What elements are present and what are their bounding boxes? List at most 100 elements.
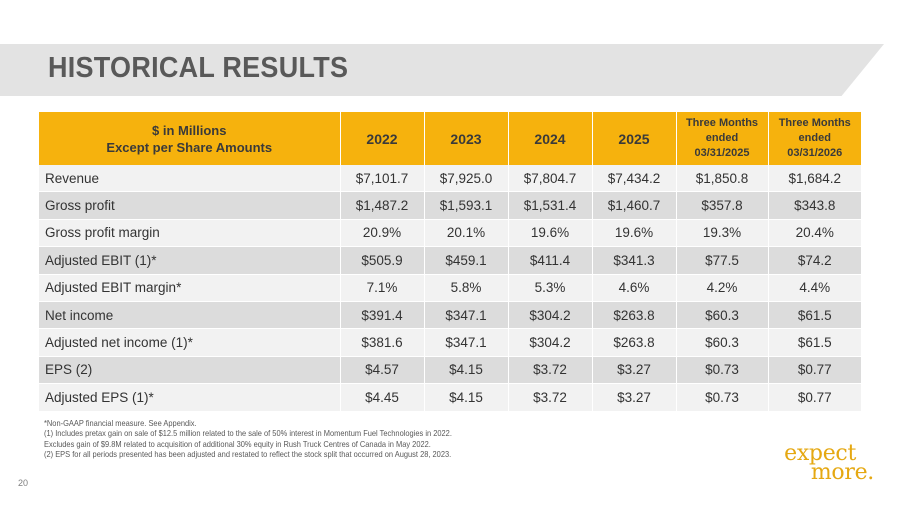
cell-value: 4.4% [768,274,861,302]
cell-value: $3.72 [508,383,593,412]
header-year: 2023 [424,112,509,165]
table-row: Adjusted EBIT (1)* $505.9 $459.1 $411.4 … [39,246,861,275]
table-row: Adjusted EBIT margin* 7.1% 5.8% 5.3% 4.6… [39,274,861,302]
cell-value: 19.6% [592,219,677,248]
row-label: EPS (2) [39,356,341,385]
footnote: *Non-GAAP financial measure. See Appendi… [44,418,197,428]
cell-value: $4.45 [340,383,425,412]
cell-value: $61.5 [768,301,861,330]
expect-more-logo: expect more. [784,441,874,485]
cell-value: $0.77 [768,356,861,385]
cell-value: $61.5 [768,328,861,357]
table-row: Gross profit margin 20.9% 20.1% 19.6% 19… [39,219,861,248]
table-row: Adjusted EPS (1)* $4.45 $4.15 $3.72 $3.2… [39,383,861,412]
cell-value: 19.6% [508,219,593,248]
header-quarter: Three Months ended 03/31/2025 [676,112,769,165]
header-year: 2024 [508,112,593,165]
row-label: Gross profit [39,191,341,220]
row-label: Net income [39,301,341,330]
footnote: Excludes gain of $9.8M related to acquis… [44,438,431,449]
header-label-cell: $ in Millions Except per Share Amounts [39,112,341,165]
cell-value: $357.8 [676,191,769,220]
cell-value: $381.6 [340,328,425,357]
cell-value: $60.3 [676,301,769,330]
header-quarter: Three Months ended 03/31/2026 [768,112,861,165]
table-row: Adjusted net income (1)* $381.6 $347.1 $… [39,328,861,357]
row-label: Adjusted net income (1)* [39,328,341,357]
logo-line: more. [810,460,874,485]
cell-value: $263.8 [592,328,677,357]
header-label-line: Except per Share Amounts [106,139,273,155]
table-row: Revenue $7,101.7 $7,925.0 $7,804.7 $7,43… [39,165,861,193]
header-year: 2022 [340,112,425,165]
cell-value: $304.2 [508,301,593,330]
header-label-line: $ in Millions [152,122,227,138]
cell-value: $411.4 [508,246,593,275]
cell-value: $7,925.0 [424,165,509,193]
cell-value: $343.8 [768,191,861,220]
historical-results-table: $ in Millions Except per Share Amounts 2… [39,112,861,412]
cell-value: $347.1 [424,301,509,330]
cell-value: $0.73 [676,383,769,412]
cell-value: $4.15 [424,383,509,412]
cell-value: $1,850.8 [676,165,769,193]
header-year: 2025 [592,112,677,165]
cell-value: $4.57 [340,356,425,385]
cell-value: $4.15 [424,356,509,385]
row-label: Adjusted EBIT margin* [39,274,341,302]
slide-title: HISTORICAL RESULTS [48,52,349,84]
header-quarter-line: Three Months [685,117,759,129]
logo-line: expect [784,441,856,466]
table-row: Net income $391.4 $347.1 $304.2 $263.8 $… [39,301,861,330]
cell-value: $341.3 [592,246,677,275]
cell-value: $3.72 [508,356,593,385]
cell-value: 5.8% [424,274,509,302]
cell-value: $391.4 [340,301,425,330]
cell-value: $7,434.2 [592,165,677,193]
table-header-row: $ in Millions Except per Share Amounts 2… [39,112,861,165]
row-label: Revenue [39,165,341,193]
cell-value: $1,531.4 [508,191,593,220]
footnotes: *Non-GAAP financial measure. See Appendi… [44,418,452,460]
cell-value: $505.9 [340,246,425,275]
title-band [0,44,884,96]
cell-value: $3.27 [592,356,677,385]
cell-value: $1,487.2 [340,191,425,220]
cell-value: $1,684.2 [768,165,861,193]
footnote: (2) EPS for all periods presented has be… [44,449,452,460]
footnote: (1) Includes pretax gain on sale of $12.… [44,428,452,439]
cell-value: $77.5 [676,246,769,275]
cell-value: 20.9% [340,219,425,248]
cell-value: $60.3 [676,328,769,357]
cell-value: $459.1 [424,246,509,275]
table-row: Gross profit $1,487.2 $1,593.1 $1,531.4 … [39,191,861,220]
cell-value: $304.2 [508,328,593,357]
header-quarter-line: 03/31/2026 [787,147,843,159]
cell-value: $263.8 [592,301,677,330]
cell-value: $3.27 [592,383,677,412]
cell-value: 4.6% [592,274,677,302]
cell-value: 7.1% [340,274,425,302]
header-quarter-line: Three Months [778,117,851,129]
cell-value: $7,101.7 [340,165,425,193]
row-label: Adjusted EBIT (1)* [39,246,341,275]
header-quarter-line: ended [705,132,739,144]
cell-value: $0.77 [768,383,861,412]
cell-value: $1,593.1 [424,191,509,220]
table-row: EPS (2) $4.57 $4.15 $3.72 $3.27 $0.73 $0… [39,356,861,385]
cell-value: $7,804.7 [508,165,593,193]
cell-value: $0.73 [676,356,769,385]
cell-value: 20.4% [768,219,861,248]
header-quarter-line: ended [798,132,831,144]
cell-value: 19.3% [676,219,769,248]
page-number: 20 [18,478,29,488]
cell-value: 4.2% [676,274,769,302]
cell-value: $74.2 [768,246,861,275]
row-label: Gross profit margin [39,219,341,248]
cell-value: 20.1% [424,219,509,248]
row-label: Adjusted EPS (1)* [39,383,341,412]
cell-value: $1,460.7 [592,191,677,220]
cell-value: $347.1 [424,328,509,357]
cell-value: 5.3% [508,274,593,302]
header-quarter-line: 03/31/2025 [694,147,750,159]
